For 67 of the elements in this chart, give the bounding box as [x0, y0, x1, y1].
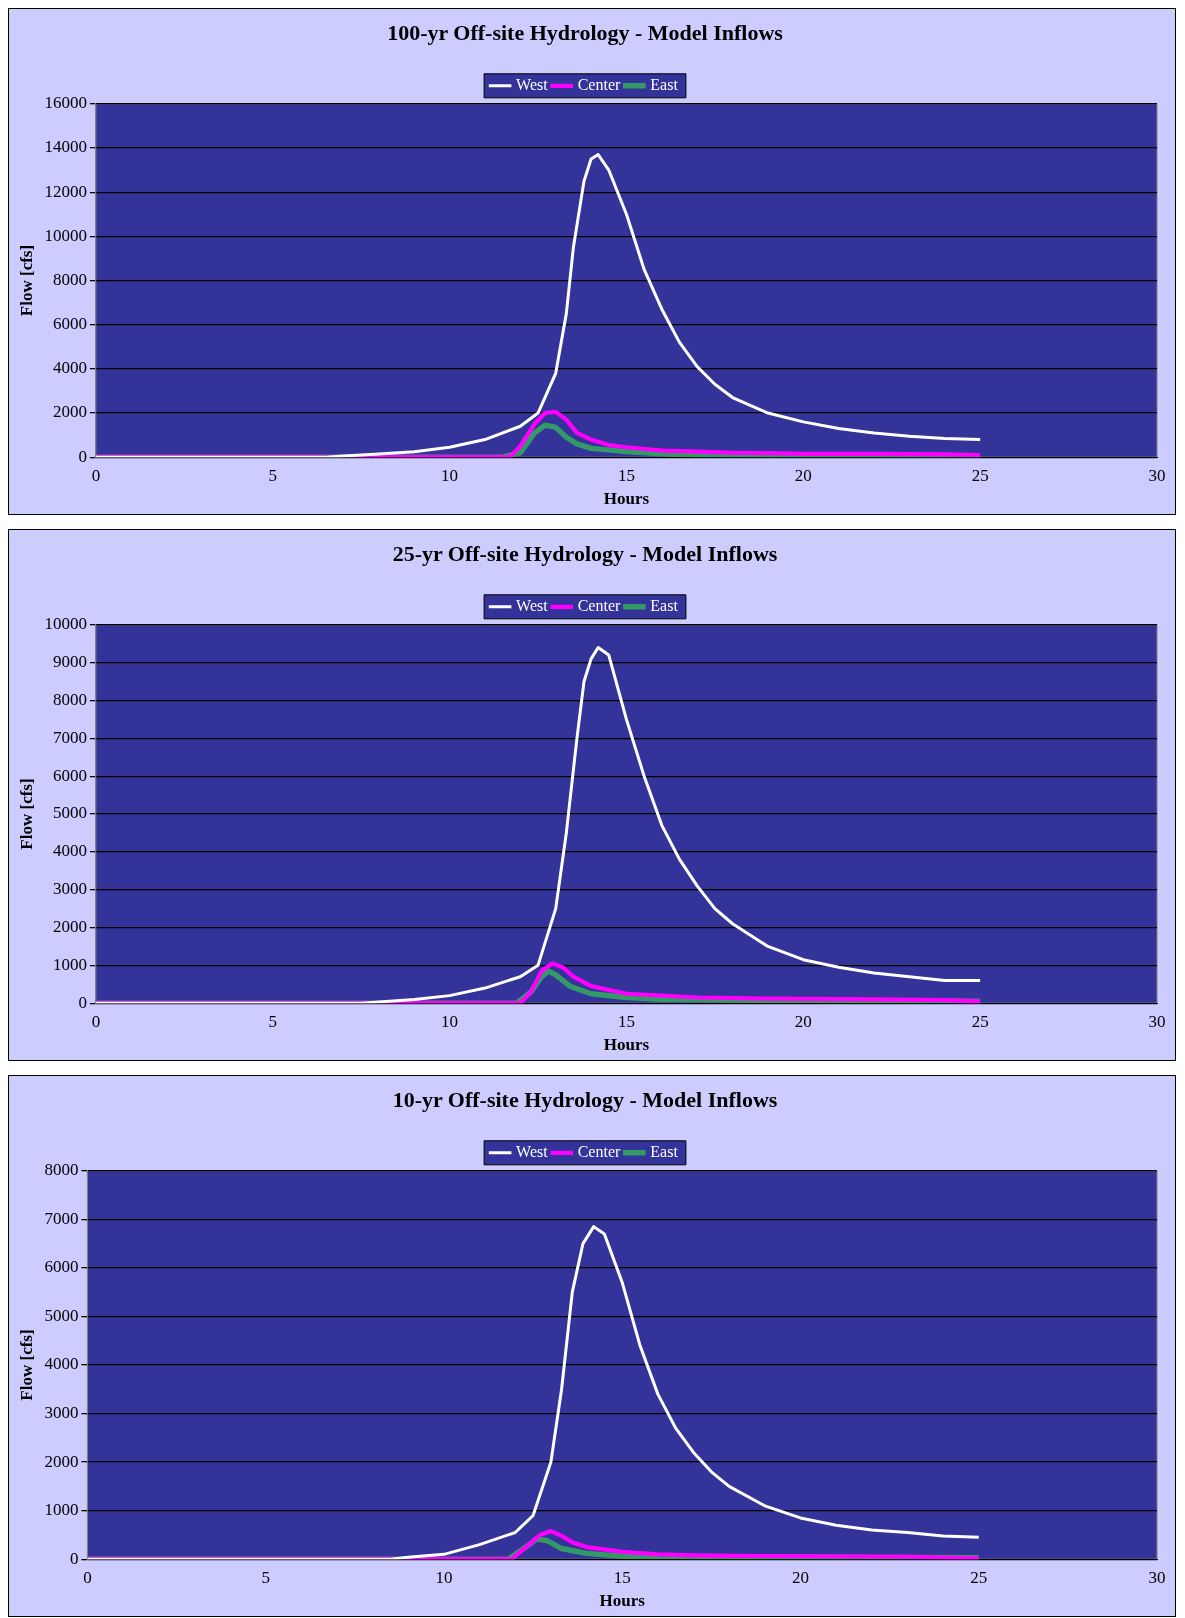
- chart-title: 25-yr Off-site Hydrology - Model Inflows: [392, 540, 778, 566]
- x-tick-label: 20: [794, 465, 812, 485]
- x-axis-title: Hours: [603, 1035, 650, 1055]
- x-tick-label: 5: [261, 1567, 270, 1587]
- legend-label: West: [516, 1143, 549, 1160]
- x-axis-title: Hours: [599, 1591, 646, 1611]
- x-tick-label: 15: [617, 465, 635, 485]
- legend-label: West: [516, 76, 549, 93]
- y-tick-label: 8000: [52, 689, 87, 709]
- legend-label: Center: [577, 597, 622, 614]
- x-tick-label: 10: [441, 465, 459, 485]
- y-tick-label: 5000: [52, 803, 87, 823]
- y-tick-label: 4000: [52, 358, 87, 378]
- y-tick-label: 12000: [44, 181, 87, 201]
- legend-label: East: [650, 1143, 679, 1160]
- y-tick-label: 10000: [44, 225, 87, 245]
- legend-label: Center: [577, 1143, 622, 1160]
- x-tick-label: 25: [971, 1011, 989, 1031]
- y-tick-label: 14000: [44, 137, 87, 157]
- x-tick-label: 15: [613, 1567, 631, 1587]
- y-tick-label: 7000: [52, 727, 87, 747]
- legend-label: East: [650, 597, 679, 614]
- x-tick-label: 20: [791, 1567, 809, 1587]
- y-tick-label: 4000: [52, 841, 87, 861]
- x-tick-label: 0: [91, 1011, 101, 1031]
- y-tick-label: 16000: [44, 93, 87, 113]
- y-tick-label: 8000: [44, 1160, 79, 1180]
- y-tick-label: 0: [78, 992, 87, 1012]
- x-tick-label: 25: [971, 465, 989, 485]
- x-tick-label: 30: [1148, 1011, 1166, 1031]
- y-tick-label: 0: [78, 446, 87, 466]
- chart-title: 100-yr Off-site Hydrology - Model Inflows: [387, 19, 784, 45]
- x-tick-label: 10: [441, 1011, 459, 1031]
- legend-label: Center: [577, 76, 622, 93]
- y-tick-label: 1000: [44, 1500, 79, 1520]
- y-tick-label: 0: [69, 1548, 79, 1568]
- x-tick-label: 20: [794, 1011, 812, 1031]
- y-tick-label: 5000: [44, 1305, 79, 1325]
- x-tick-label: 5: [268, 465, 277, 485]
- y-tick-label: 3000: [52, 879, 87, 899]
- x-tick-label: 10: [435, 1567, 453, 1587]
- y-tick-label: 8000: [52, 269, 87, 289]
- x-tick-label: 0: [91, 465, 101, 485]
- y-tick-label: 10000: [44, 614, 87, 634]
- y-tick-label: 3000: [44, 1403, 79, 1423]
- legend-label: West: [516, 597, 549, 614]
- y-tick-label: 2000: [52, 916, 87, 936]
- y-tick-label: 6000: [44, 1257, 79, 1277]
- x-tick-label: 30: [1148, 1567, 1166, 1587]
- y-tick-label: 2000: [52, 402, 87, 422]
- chart-title: 10-yr Off-site Hydrology - Model Inflows: [392, 1086, 778, 1112]
- y-axis-title: Flow [cfs]: [16, 244, 36, 317]
- y-tick-label: 4000: [44, 1354, 79, 1374]
- x-tick-label: 15: [617, 1011, 635, 1031]
- y-tick-label: 1000: [52, 954, 87, 974]
- x-tick-label: 25: [970, 1567, 988, 1587]
- y-tick-label: 6000: [52, 314, 87, 334]
- x-tick-label: 30: [1148, 465, 1166, 485]
- y-axis-title: Flow [cfs]: [16, 778, 36, 850]
- x-axis-title: Hours: [603, 489, 650, 509]
- y-tick-label: 2000: [44, 1451, 79, 1471]
- y-axis-title: Flow [cfs]: [16, 1329, 36, 1401]
- legend-label: East: [650, 76, 679, 93]
- y-tick-label: 9000: [52, 652, 87, 672]
- y-tick-label: 6000: [52, 765, 87, 785]
- x-tick-label: 5: [268, 1011, 277, 1031]
- y-tick-label: 7000: [44, 1208, 79, 1228]
